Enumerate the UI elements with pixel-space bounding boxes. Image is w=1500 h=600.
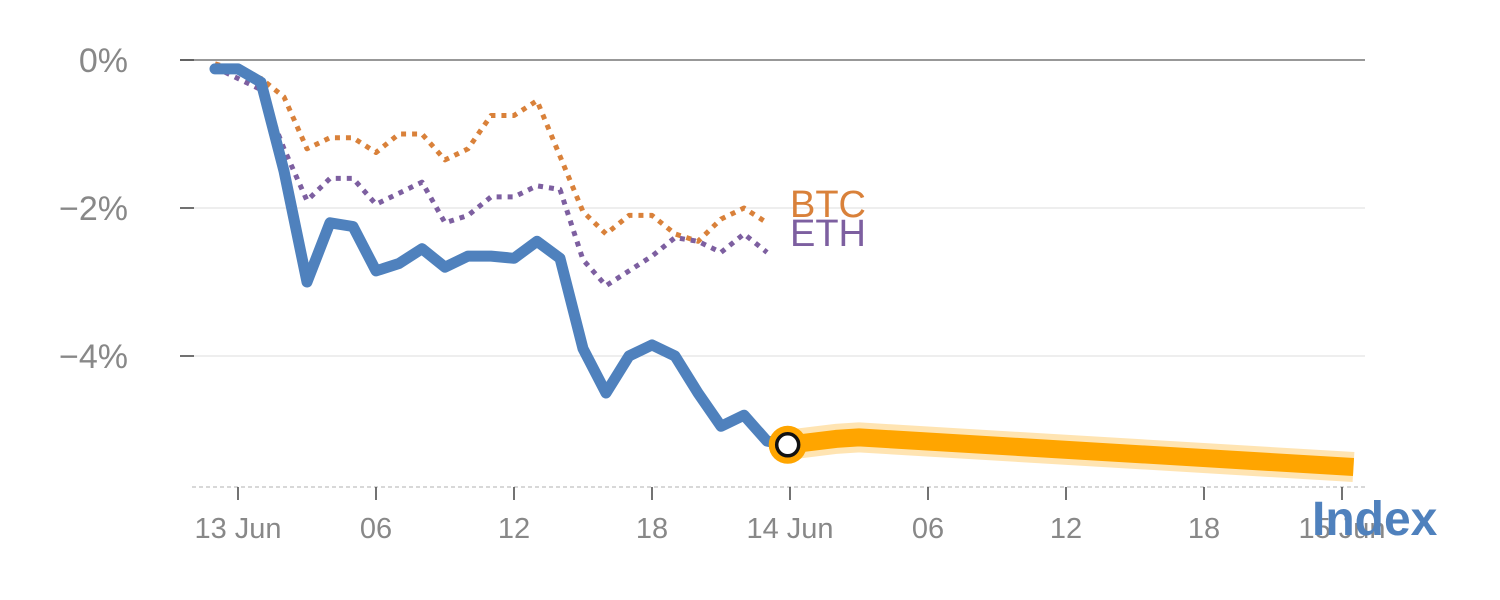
forecast-line: [786, 428, 1355, 476]
x-tick-label: 18: [636, 513, 668, 545]
y-tick-label: 0%: [79, 42, 128, 80]
markers: [768, 425, 807, 464]
series-line-btc: [214, 61, 769, 244]
x-tick-label: 18: [1188, 513, 1220, 545]
x-tick-label: 12: [498, 513, 530, 545]
gridlines: [180, 59, 1365, 357]
x-tick-label: 06: [912, 513, 944, 545]
axes: 0% −2% −4% 13 Jun 06 12 18 14 Jun 06 12 18 15 Jun: [59, 42, 1386, 545]
current-point-marker: [774, 432, 801, 458]
x-tick-label: 14 Jun: [746, 513, 833, 545]
series-lines: [209, 61, 1355, 482]
y-tick-label: −2%: [59, 190, 128, 228]
x-tick-label: 13 Jun: [194, 513, 281, 545]
series-line-index: [209, 63, 794, 451]
x-tick-label: 12: [1050, 513, 1082, 545]
x-tick-label: 15 Jun: [1298, 513, 1385, 545]
x-tick-label: 06: [360, 513, 392, 545]
y-tick-label: −4%: [59, 338, 128, 376]
series-label-eth: ETH: [790, 213, 866, 255]
series-label-btc: BTC: [790, 184, 866, 226]
series-label-index: Index: [1312, 493, 1438, 546]
